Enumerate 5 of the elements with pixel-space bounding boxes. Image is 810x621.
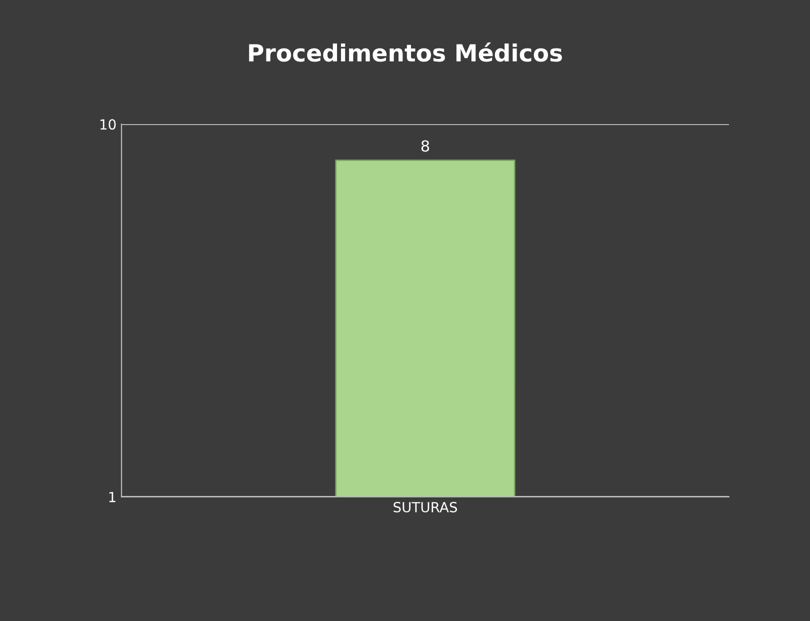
chart-title: Procedimentos Médicos [249,42,562,62]
x-tick-label: SUTURAS [394,502,457,512]
data-label: 8 [421,140,430,152]
y-tick-label: 1 [109,492,116,502]
y-tick-label: 10 [100,119,116,130]
